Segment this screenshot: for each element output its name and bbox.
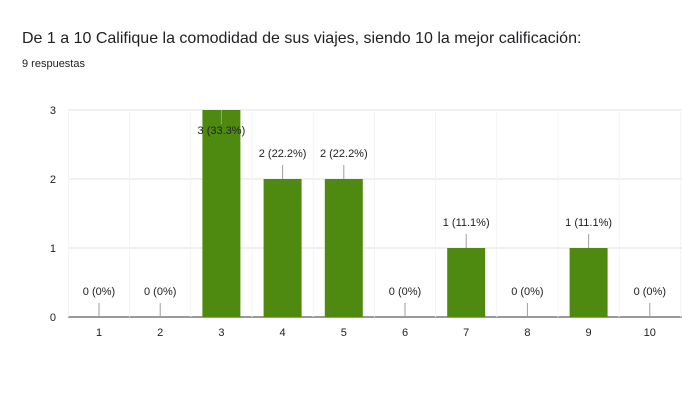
data-label: 0 (0%) [511, 286, 543, 298]
x-tick-label: 6 [402, 327, 408, 339]
y-tick-label: 0 [50, 312, 56, 324]
y-tick-label: 3 [50, 105, 56, 117]
x-tick-label: 9 [586, 327, 592, 339]
x-tick-label: 8 [524, 327, 530, 339]
x-tick-label: 3 [218, 327, 224, 339]
data-label: 1 (11.1%) [443, 217, 490, 229]
x-tick-label: 7 [463, 327, 469, 339]
data-label: 2 (22.2%) [320, 148, 368, 160]
x-tick-label: 2 [157, 327, 163, 339]
data-label: 3 (33.3%) [198, 125, 246, 137]
x-tick-label: 10 [644, 327, 656, 339]
y-tick-label: 2 [50, 174, 56, 186]
bar [447, 248, 486, 317]
data-label: 0 (0%) [83, 286, 115, 298]
bar [263, 179, 302, 317]
y-tick-label: 1 [50, 243, 56, 255]
x-tick-label: 4 [280, 327, 286, 339]
data-label: 2 (22.2%) [259, 148, 307, 160]
data-label: 0 (0%) [144, 286, 176, 298]
response-count: 9 respuestas [22, 58, 85, 70]
data-label: 0 (0%) [634, 286, 666, 298]
x-tick-label: 5 [341, 327, 347, 339]
bar [202, 110, 241, 317]
bar [569, 248, 608, 317]
bar [324, 179, 363, 317]
data-label: 0 (0%) [389, 286, 421, 298]
data-label: 1 (11.1%) [565, 217, 612, 229]
x-tick-label: 1 [96, 327, 102, 339]
chart-title: De 1 a 10 Califique la comodidad de sus … [22, 30, 582, 47]
